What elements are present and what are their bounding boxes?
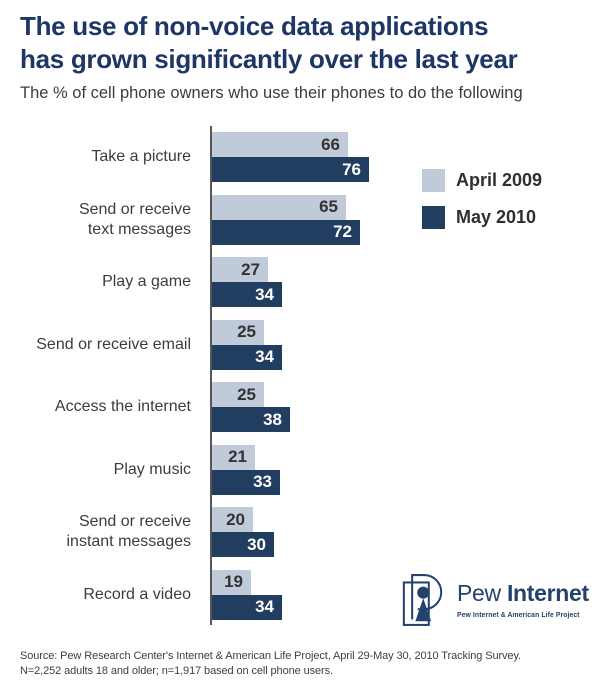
bar-may-2010: 34: [212, 594, 282, 620]
category-label: Take a picture: [91, 148, 191, 165]
bar-april-2009: 20: [212, 507, 253, 532]
bar-april-2009: 25: [212, 382, 264, 407]
bar-value-label: 25: [237, 384, 256, 404]
legend-item-may-2010: May 2010: [422, 205, 542, 229]
bar-may-2010: 38: [212, 407, 290, 432]
bar-value-label: 38: [263, 409, 282, 429]
bar-value-label: 21: [228, 447, 247, 466]
bar-value-label: 33: [253, 472, 272, 491]
page-subtitle: The % of cell phone owners who use their…: [20, 84, 523, 102]
bar-april-2009: 19: [212, 569, 251, 595]
source-note-line1: Source: Pew Research Center's Internet &…: [20, 650, 521, 662]
logo-brand-bold: Internet: [506, 580, 589, 606]
bar-may-2010: 34: [212, 344, 282, 370]
bar-april-2009: 25: [212, 319, 264, 345]
bar-value-label: 76: [342, 159, 361, 179]
bar-value-label: 30: [247, 534, 266, 554]
pew-logo-brand: Pew Internet: [457, 580, 593, 607]
bar-may-2010: 33: [212, 469, 280, 495]
bar-value-label: 65: [319, 197, 338, 216]
bar-value-label: 34: [255, 347, 274, 366]
category-label: Send or receive instant messages: [66, 513, 191, 550]
source-note-line2: N=2,252 adults 18 and older; n=1,917 bas…: [20, 665, 333, 677]
bar-value-label: 72: [333, 222, 352, 241]
page-title-line1: The use of non-voice data applications: [20, 11, 489, 41]
page-title: The use of non-voice data applications h…: [20, 10, 590, 76]
legend-swatch-april-2009: [422, 168, 445, 192]
bar-may-2010: 76: [212, 157, 369, 182]
bar-may-2010: 72: [212, 219, 360, 245]
chart-baseline-axis: [210, 126, 212, 625]
bar-may-2010: 34: [212, 282, 282, 307]
category-label: Access the internet: [54, 398, 191, 415]
category-label: Play music: [113, 460, 191, 478]
pew-logo-tagline: Pew Internet & American Life Project: [457, 610, 580, 619]
legend-label: April 2009: [456, 169, 543, 190]
bar-value-label: 34: [255, 284, 274, 304]
page-title-line2: has grown significantly over the last ye…: [20, 44, 518, 74]
bar-value-label: 34: [255, 597, 274, 616]
bar-april-2009: 27: [212, 257, 268, 282]
bar-value-label: 20: [226, 509, 245, 529]
bar-value-label: 25: [237, 322, 256, 341]
source-note: Source: Pew Research Center's Internet &…: [20, 649, 595, 679]
bar-april-2009: 66: [212, 132, 348, 157]
legend-item-april-2009: April 2009: [422, 168, 542, 192]
legend-label: May 2010: [456, 206, 537, 227]
bar-value-label: 66: [321, 134, 340, 154]
logo-brand-regular: Pew: [457, 580, 507, 606]
pew-internet-logo: Pew Internet Pew Internet & American Lif…: [402, 572, 593, 628]
bar-april-2009: 65: [212, 194, 346, 220]
category-label: Send or receive text messages: [78, 200, 191, 238]
category-label: Send or receive email: [36, 335, 191, 353]
pew-logo-icon: [402, 574, 443, 626]
bar-value-label: 27: [241, 259, 260, 279]
bar-chart: Take a picture 66 76 Send or receive text me…: [0, 132, 600, 632]
bar-april-2009: 21: [212, 444, 255, 470]
category-label: Play a game: [102, 273, 191, 290]
bar-may-2010: 30: [212, 532, 274, 557]
bar-value-label: 19: [224, 572, 243, 591]
category-label: Record a video: [83, 585, 191, 603]
chart-legend: April 2009 May 2010: [422, 168, 542, 242]
pew-logo-text: Pew Internet Pew Internet & American Lif…: [457, 572, 593, 619]
legend-swatch-may-2010: [422, 205, 445, 229]
